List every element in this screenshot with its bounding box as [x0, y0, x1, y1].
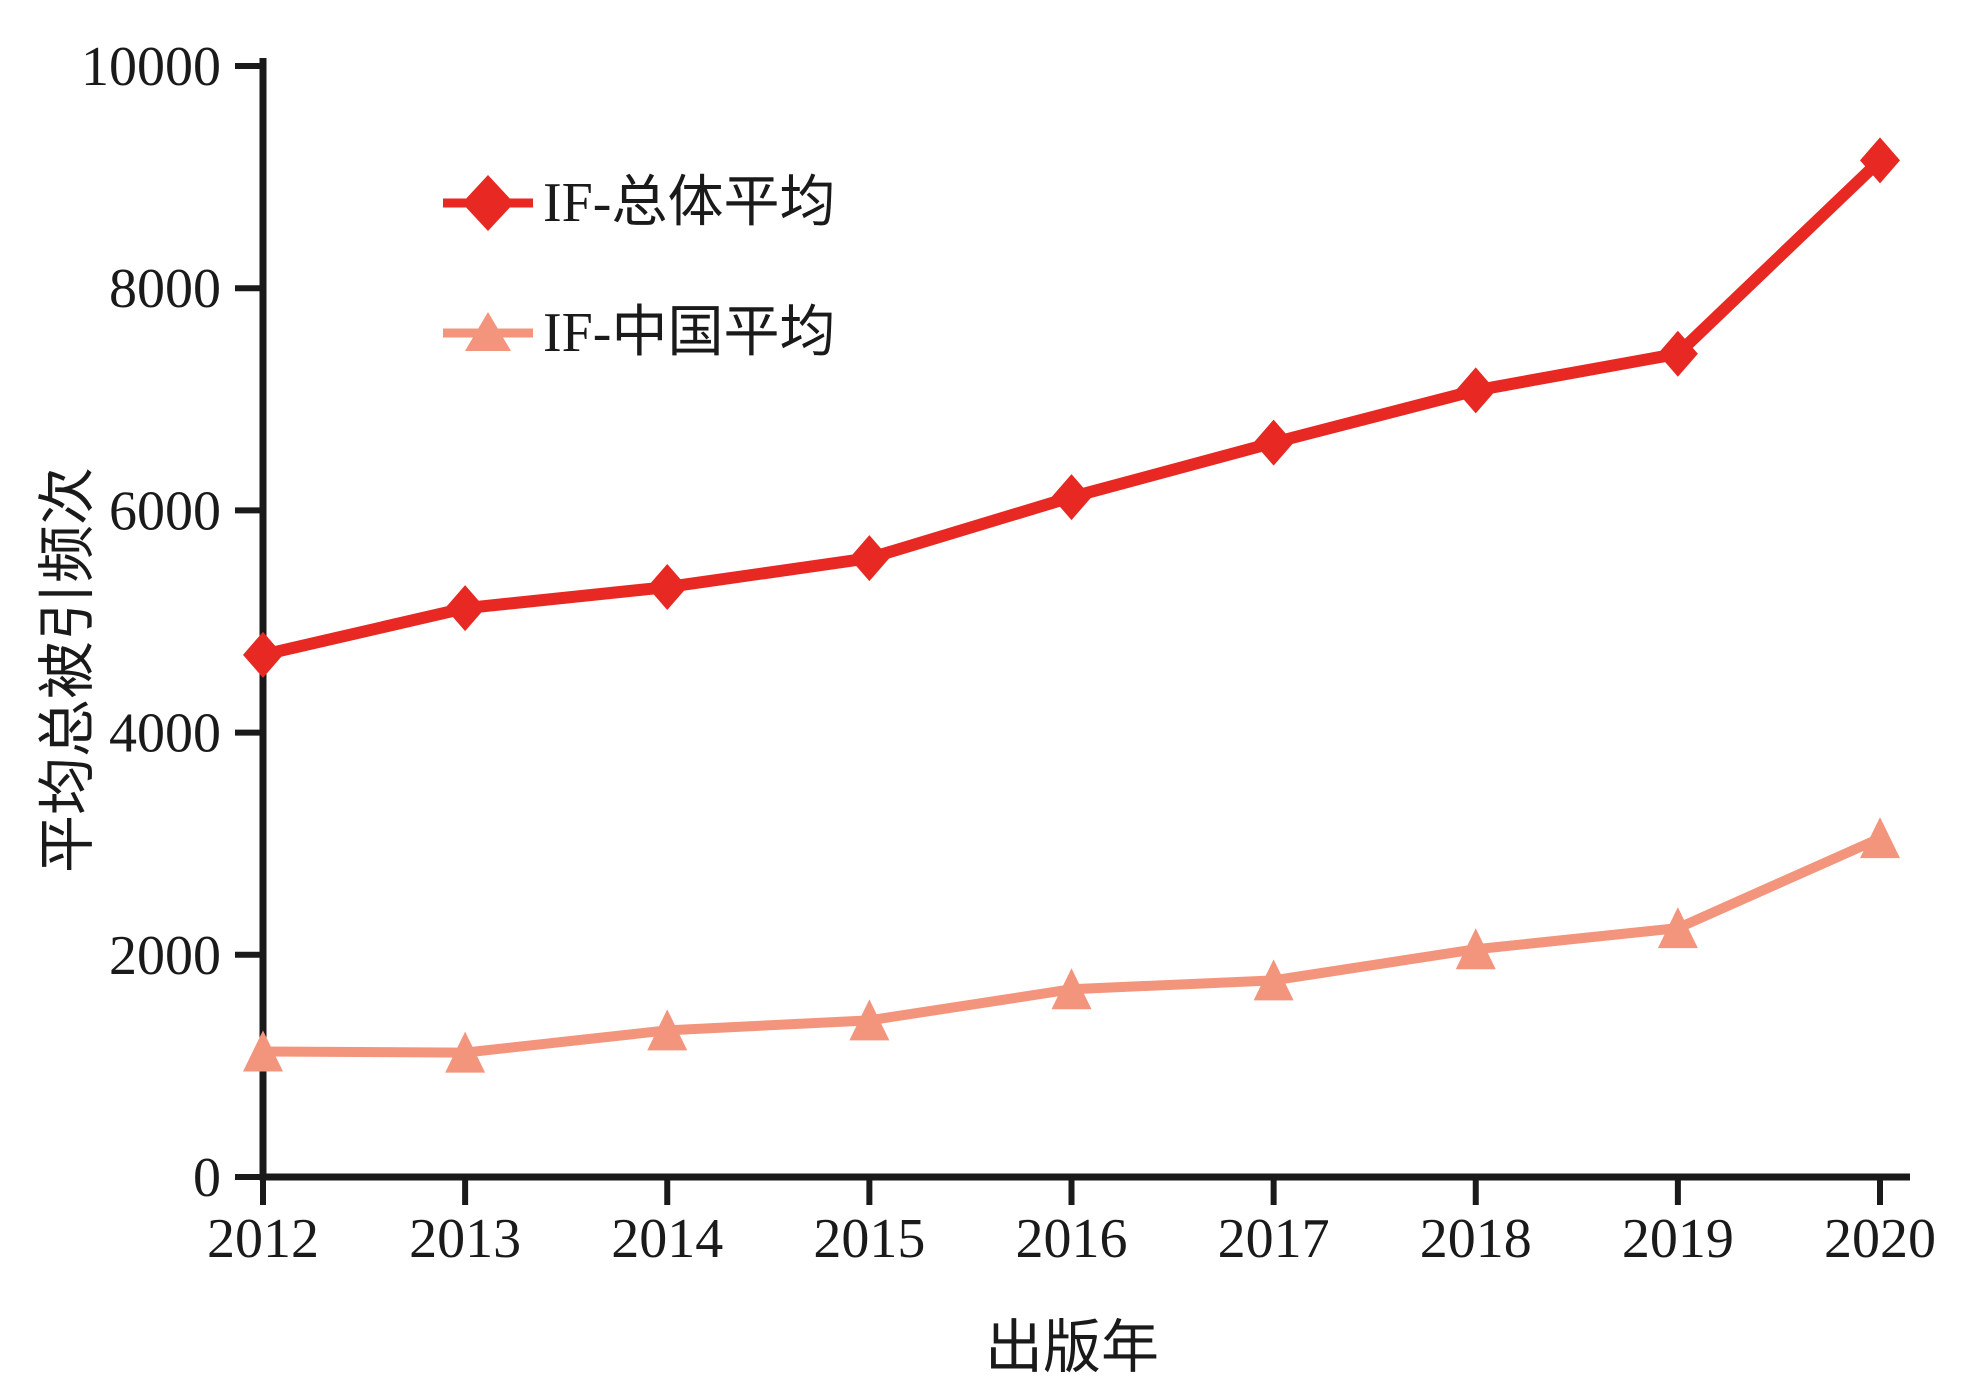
legend-label-overall: IF-总体平均	[543, 172, 836, 234]
triangle-marker-2012	[243, 1030, 283, 1072]
diamond-marker-2019	[1657, 330, 1698, 377]
x-tick-label: 2019	[1622, 1208, 1734, 1270]
y-tick-label: 6000	[109, 480, 221, 542]
y-tick-label: 0	[193, 1147, 221, 1209]
diamond-marker-2013	[445, 585, 486, 632]
diamond-marker-2012	[243, 631, 283, 678]
triangle-marker-2014	[647, 1009, 688, 1051]
x-tick-label: 2018	[1420, 1208, 1532, 1270]
x-axis-title: 出版年	[984, 1315, 1160, 1380]
legend-item-china: IF-中国平均	[443, 298, 835, 368]
triangle-marker-2019	[1657, 907, 1698, 949]
triangle-marker-2016	[1051, 968, 1092, 1010]
diamond-marker-2017	[1253, 419, 1294, 466]
diamond-marker-2018	[1455, 367, 1496, 414]
diamond-marker-2014	[647, 564, 688, 611]
legend-diamond-marker-icon	[443, 175, 533, 231]
x-tick-label: 2020	[1824, 1208, 1936, 1270]
y-tick-label: 4000	[109, 703, 221, 765]
y-tick-label: 8000	[109, 258, 221, 320]
x-tick-label: 2012	[207, 1208, 319, 1270]
x-tick-label: 2015	[813, 1208, 925, 1270]
triangle-marker-2017	[1253, 959, 1294, 1001]
diamond-marker-2020	[1860, 137, 1900, 184]
diamond-marker-2016	[1051, 474, 1092, 521]
x-tick-label: 2017	[1218, 1208, 1330, 1270]
triangle-marker-2013	[445, 1031, 486, 1073]
triangle-marker-2018	[1455, 928, 1496, 970]
y-axis-title: 平均总被引频次	[35, 466, 100, 874]
x-tick-label: 2013	[409, 1208, 521, 1270]
diamond-marker-2015	[849, 535, 890, 582]
triangle-marker-2020	[1860, 817, 1900, 859]
legend: IF-总体平均 IF-中国平均	[443, 168, 835, 368]
series-line-china	[262, 833, 1883, 1058]
legend-item-overall: IF-总体平均	[443, 168, 835, 238]
legend-triangle-marker-icon	[443, 312, 533, 351]
legend-label-china: IF-中国平均	[543, 302, 836, 364]
y-tick-label: 2000	[109, 925, 221, 987]
y-tick-label: 10000	[81, 36, 221, 98]
x-tick-label: 2016	[1016, 1208, 1128, 1270]
x-tick-label: 2014	[611, 1208, 723, 1270]
triangle-marker-2015	[849, 999, 890, 1041]
